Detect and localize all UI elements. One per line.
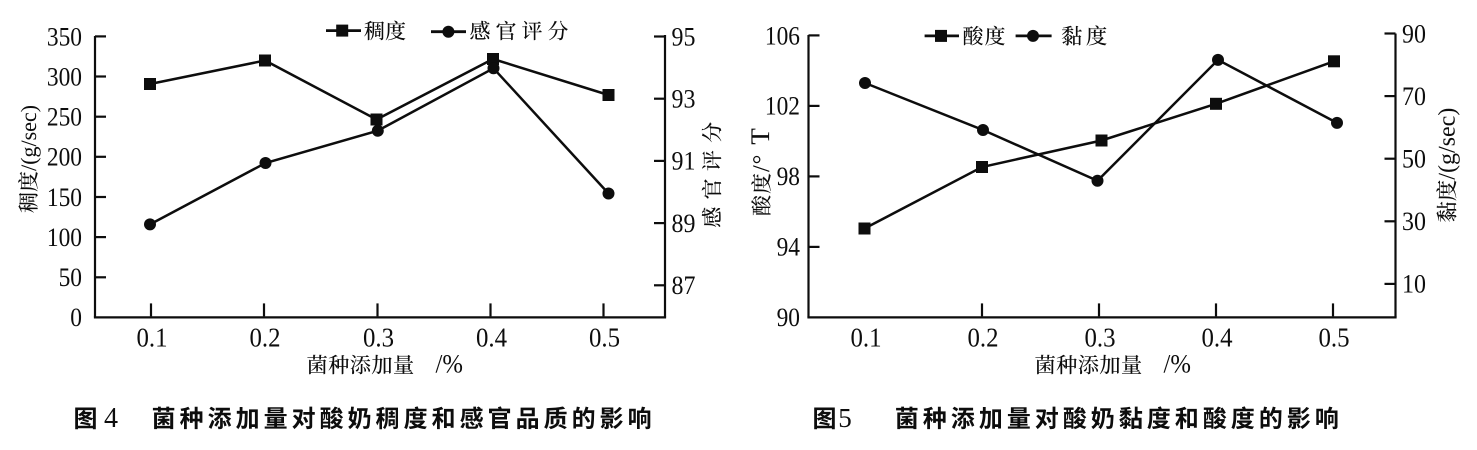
svg-text:0.2: 0.2	[967, 323, 998, 353]
svg-text:100: 100	[47, 224, 82, 252]
svg-text:300: 300	[47, 63, 82, 91]
svg-text:5: 5	[838, 403, 852, 433]
svg-text:/%: /%	[436, 350, 463, 379]
svg-text:50: 50	[59, 264, 82, 292]
svg-text:90: 90	[1402, 20, 1426, 48]
svg-text:0.1: 0.1	[850, 323, 881, 353]
svg-text:0.4: 0.4	[476, 323, 507, 353]
svg-text:106: 106	[765, 22, 800, 50]
svg-text:0.2: 0.2	[249, 323, 280, 353]
svg-text:250: 250	[47, 103, 82, 131]
svg-text:350: 350	[47, 23, 82, 51]
svg-text:102: 102	[765, 93, 800, 121]
svg-text:0.3: 0.3	[1084, 323, 1115, 353]
svg-text:10: 10	[1402, 271, 1426, 299]
svg-text:87: 87	[672, 272, 696, 300]
svg-text:0.5: 0.5	[1318, 323, 1349, 353]
svg-text:150: 150	[47, 184, 82, 212]
svg-text:91: 91	[672, 148, 696, 176]
svg-text:93: 93	[672, 86, 696, 114]
svg-text:0.5: 0.5	[589, 323, 620, 353]
svg-text:98: 98	[777, 163, 800, 191]
svg-text:0.3: 0.3	[363, 323, 394, 353]
svg-text:0: 0	[70, 304, 82, 332]
svg-text:95: 95	[672, 23, 696, 51]
svg-text:4: 4	[104, 403, 118, 434]
svg-text:0.1: 0.1	[136, 323, 167, 353]
svg-text:70: 70	[1402, 83, 1426, 111]
svg-text:50: 50	[1402, 146, 1426, 174]
svg-text:90: 90	[777, 304, 800, 332]
svg-text:89: 89	[672, 210, 696, 238]
svg-text:94: 94	[777, 234, 800, 262]
svg-text:200: 200	[47, 144, 82, 172]
svg-text:/%: /%	[1164, 350, 1191, 379]
svg-text:30: 30	[1402, 208, 1426, 236]
svg-text:0.4: 0.4	[1201, 323, 1232, 353]
